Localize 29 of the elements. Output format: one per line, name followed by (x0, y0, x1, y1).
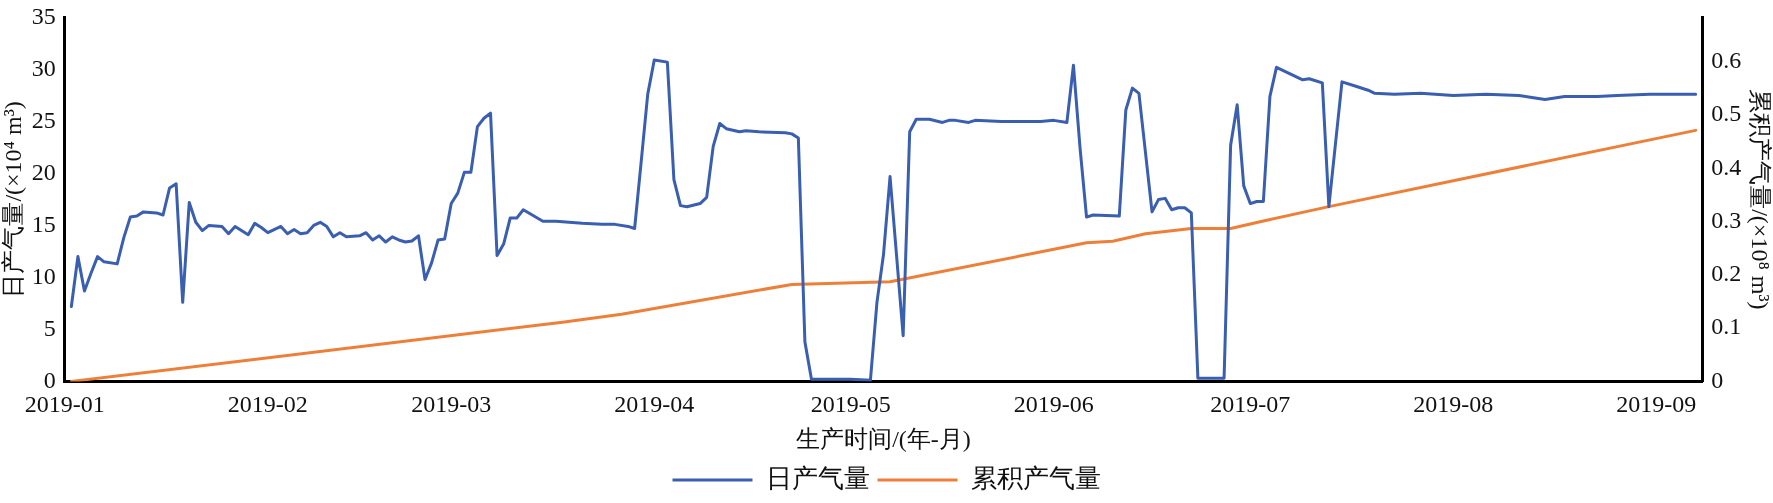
x-tick-label: 2019-03 (411, 391, 492, 418)
x-tick-label: 2019-05 (810, 391, 891, 418)
y-tick-label: 35 (31, 2, 56, 29)
y-tick-label: 15 (31, 210, 56, 237)
y2-axis-title: 累积产气量/(×10⁸ m³) (1747, 89, 1773, 310)
x-tick-label: 2019-01 (24, 391, 105, 418)
y-tick-label: 5 (43, 314, 56, 341)
legend-label: 日产气量 (765, 463, 870, 493)
x-tick-label: 2019-07 (1210, 391, 1291, 418)
legend-label: 累积产气量 (970, 463, 1101, 493)
y-tick-label: 30 (31, 54, 56, 81)
y2-tick-label: 0.6 (1711, 46, 1742, 73)
y-axis-title: 日产气量/(×10⁴ m³) (0, 101, 26, 298)
x-tick-label: 2019-09 (1616, 391, 1697, 418)
y2-tick-label: 0.2 (1711, 260, 1742, 287)
y-tick-label: 20 (31, 158, 56, 185)
y2-tick-label: 0.3 (1711, 206, 1742, 233)
y2-tick-label: 0.1 (1711, 313, 1742, 340)
x-tick-label: 2019-04 (614, 391, 695, 418)
y-tick-label: 0 (43, 366, 56, 393)
x-axis-title: 生产时间/(年-月) (796, 425, 971, 452)
y2-tick-label: 0.4 (1711, 153, 1742, 180)
y2-tick-label: 0.5 (1711, 100, 1742, 127)
x-tick-label: 2019-08 (1413, 391, 1494, 418)
y2-tick-label: 0 (1711, 366, 1724, 393)
x-tick-label: 2019-06 (1013, 391, 1094, 418)
y-tick-label: 25 (31, 106, 56, 133)
y-tick-label: 10 (31, 262, 56, 289)
x-tick-label: 2019-02 (227, 391, 308, 418)
